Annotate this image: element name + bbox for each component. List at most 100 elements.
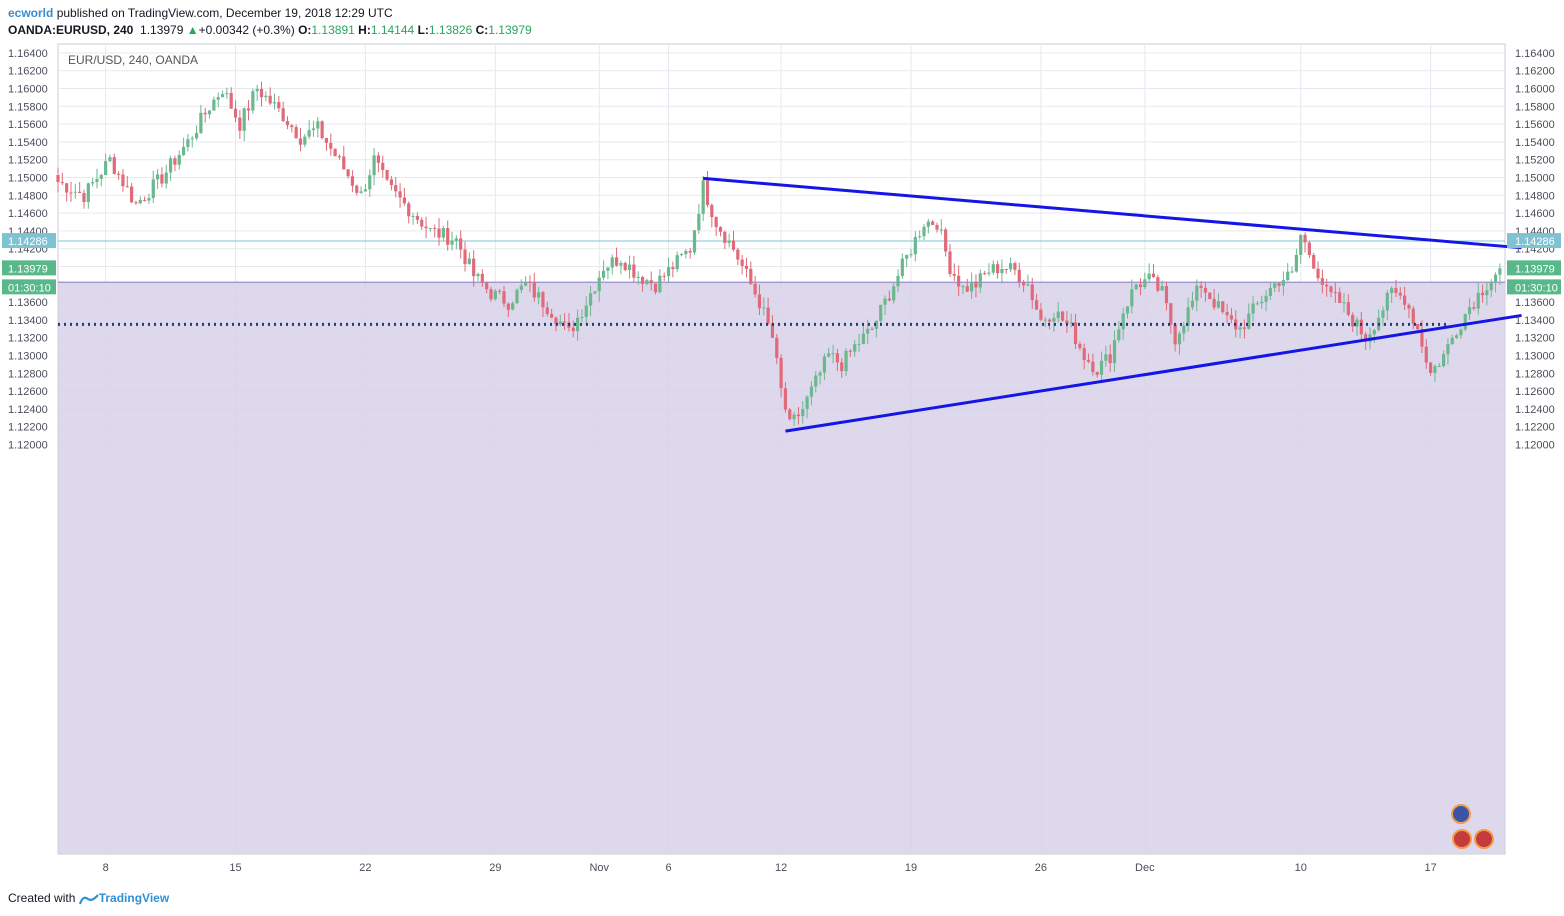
candle-up	[1355, 319, 1359, 327]
low-value: 1.13826	[428, 23, 473, 37]
candle-down	[502, 291, 506, 304]
high-value: 1.14144	[370, 23, 415, 37]
y-tick-label-left: 1.16400	[8, 48, 48, 60]
candle-down	[259, 88, 264, 98]
candle-down	[1364, 334, 1368, 342]
candle-up	[558, 321, 562, 325]
candle-down	[996, 264, 1000, 274]
candle-up	[537, 292, 541, 298]
candle-up	[896, 275, 900, 287]
candle-up	[900, 258, 904, 276]
candle-down	[1338, 292, 1342, 303]
candle-up	[1385, 292, 1389, 311]
candle-up	[303, 136, 307, 145]
candle-up	[844, 350, 848, 372]
candle-down	[82, 192, 86, 203]
candle-up	[831, 353, 835, 355]
y-tick-label-left: 1.16200	[8, 66, 48, 78]
candle-up	[411, 215, 415, 217]
candle-down	[563, 321, 567, 323]
candle-down	[753, 283, 757, 295]
candle-up	[1117, 329, 1121, 341]
candle-down	[424, 226, 428, 229]
candle-up	[1485, 290, 1489, 296]
candle-down	[1212, 299, 1216, 308]
candle-up	[307, 130, 311, 137]
candle-up	[1459, 329, 1463, 336]
candle-down	[1229, 315, 1234, 320]
candle-down	[1034, 300, 1039, 310]
y-tick-label-left: 1.12000	[8, 440, 48, 452]
candle-up	[1121, 313, 1125, 330]
candle-down	[796, 414, 801, 417]
candle-up	[805, 396, 809, 409]
candle-down	[1086, 359, 1091, 362]
candle-down	[653, 283, 658, 293]
candle-up	[892, 286, 896, 301]
trendline-upper	[703, 176, 1522, 250]
y-tick-label-right: 1.12200	[1515, 422, 1555, 434]
candle-down	[1394, 288, 1398, 293]
last-price-tag-left: 1.13979	[8, 263, 48, 275]
candle-down	[324, 138, 329, 143]
candle-up	[1268, 287, 1272, 296]
candle-up	[645, 280, 649, 284]
candle-down	[78, 191, 82, 193]
candle-down	[329, 142, 333, 149]
candle-down	[268, 95, 272, 104]
candle-down	[112, 157, 116, 174]
open-value: 1.13891	[311, 23, 355, 37]
x-tick-label: 12	[775, 862, 787, 874]
candle-down	[1013, 263, 1017, 270]
candle-up	[939, 229, 943, 231]
candle-up	[255, 88, 259, 92]
candle-down	[437, 228, 441, 238]
candle-up	[524, 281, 528, 286]
candle-down	[649, 280, 653, 284]
y-tick-label-left: 1.15000	[8, 173, 48, 185]
close-value: 1.13979	[488, 23, 532, 37]
y-tick-label-right: 1.16400	[1515, 48, 1555, 60]
candle-up	[164, 172, 168, 184]
candle-up	[1260, 301, 1264, 304]
candle-up	[866, 328, 870, 334]
last-price-tag-bg-left	[2, 260, 56, 276]
candle-down	[56, 174, 60, 183]
candle-down	[121, 174, 125, 187]
candle-up	[879, 304, 883, 321]
candle-up	[1463, 314, 1467, 330]
published-text: published on TradingView.com, December 1…	[56, 6, 393, 20]
close-label: C:	[475, 23, 489, 37]
y-tick-label-left: 1.15400	[8, 137, 48, 149]
candle-down	[246, 108, 251, 111]
y-tick-label-left: 1.15600	[8, 119, 48, 131]
candle-down	[160, 174, 164, 184]
candle-down	[640, 276, 645, 284]
candle-down	[688, 250, 692, 253]
candle-up	[588, 293, 593, 306]
y-tick-label-left: 1.14600	[8, 208, 48, 220]
candle-up	[1442, 354, 1446, 366]
tradingview-logo-icon	[78, 894, 99, 905]
x-tick-label: Nov	[589, 862, 609, 874]
candle-up	[961, 286, 965, 288]
x-tick-label: 6	[665, 862, 671, 874]
candle-down	[203, 112, 207, 115]
tradingview-brand[interactable]: TradingView	[98, 891, 170, 905]
y-tick-label-right: 1.15400	[1515, 137, 1555, 149]
candle-down	[385, 169, 389, 180]
candle-up	[181, 147, 186, 156]
us-flag-icon	[1452, 829, 1472, 849]
candle-up	[1498, 268, 1502, 275]
y-tick-label-right: 1.15200	[1515, 155, 1555, 167]
y-tick-label-left: 1.15800	[8, 101, 48, 113]
author-name[interactable]: ecworld	[8, 6, 54, 20]
candle-up	[1182, 325, 1186, 334]
y-tick-label-right: 1.16200	[1515, 66, 1555, 78]
candle-down	[710, 204, 714, 218]
candle-up	[186, 139, 190, 148]
x-tick-label: 10	[1295, 862, 1307, 874]
candle-down	[1095, 371, 1099, 375]
candle-up	[95, 178, 99, 183]
